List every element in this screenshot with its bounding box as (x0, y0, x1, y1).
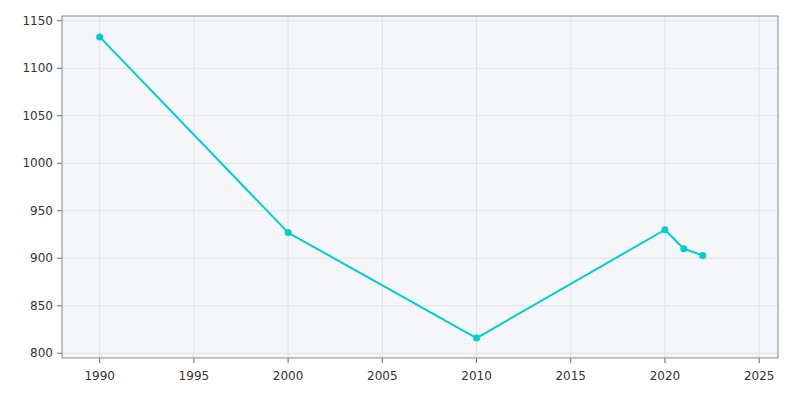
tick-labels: 1990 1995 2000 2005 2010 2015 2020 2025 800 850 90… (22, 14, 774, 383)
y-tick (57, 115, 62, 116)
plot-frame (62, 16, 778, 358)
y-grid-line (62, 68, 778, 69)
y-grid-line (62, 20, 778, 21)
plot-area (62, 16, 778, 358)
y-tick-label: 900 (30, 251, 53, 265)
point (473, 335, 480, 342)
x-grid-line (476, 16, 477, 358)
y-tick-label: 850 (30, 299, 53, 313)
y-tick (57, 163, 62, 164)
x-tick-label: 2025 (744, 369, 775, 383)
y-grid-line (62, 163, 778, 164)
x-grid-line (759, 16, 760, 358)
grid (57, 16, 778, 363)
y-tick-label: 1050 (22, 109, 53, 123)
y-tick-label: 800 (30, 346, 53, 360)
x-tick (382, 358, 383, 363)
x-tick-label: 2010 (461, 369, 492, 383)
x-grid-line (570, 16, 571, 358)
y-tick-label: 1100 (22, 61, 53, 75)
x-tick (570, 358, 571, 363)
y-grid-line (62, 353, 778, 354)
x-grid-line (382, 16, 383, 358)
x-tick-label: 2020 (650, 369, 681, 383)
x-tick-label: 1995 (179, 369, 210, 383)
x-tick (99, 358, 100, 363)
x-tick (476, 358, 477, 363)
x-grid-line (99, 16, 100, 358)
y-tick-label: 1150 (22, 14, 53, 28)
chart: 1990 1995 2000 2005 2010 2015 2020 2025 800 850 90… (0, 0, 800, 400)
y-grid-line (62, 115, 778, 116)
x-tick-label: 2015 (555, 369, 586, 383)
y-tick (57, 305, 62, 306)
x-grid-line (288, 16, 289, 358)
x-grid-line (664, 16, 665, 358)
x-tick-label: 2000 (273, 369, 304, 383)
series (96, 33, 706, 341)
y-tick (57, 353, 62, 354)
y-tick (57, 68, 62, 69)
point (96, 33, 103, 40)
chart-container: 1990 1995 2000 2005 2010 2015 2020 2025 800 850 90… (0, 0, 800, 400)
x-tick-label: 2005 (367, 369, 398, 383)
y-tick (57, 20, 62, 21)
y-tick-label: 1000 (22, 156, 53, 170)
x-tick (193, 358, 194, 363)
point (285, 229, 292, 236)
x-tick (664, 358, 665, 363)
y-grid-line (62, 210, 778, 211)
x-tick (288, 358, 289, 363)
x-tick (759, 358, 760, 363)
point (661, 226, 668, 233)
y-tick (57, 210, 62, 211)
point (699, 252, 706, 259)
y-tick-label: 950 (30, 204, 53, 218)
point (680, 245, 687, 252)
line (100, 37, 703, 338)
x-grid-line (193, 16, 194, 358)
y-grid-line (62, 258, 778, 259)
y-tick (57, 258, 62, 259)
x-tick-label: 1990 (84, 369, 115, 383)
